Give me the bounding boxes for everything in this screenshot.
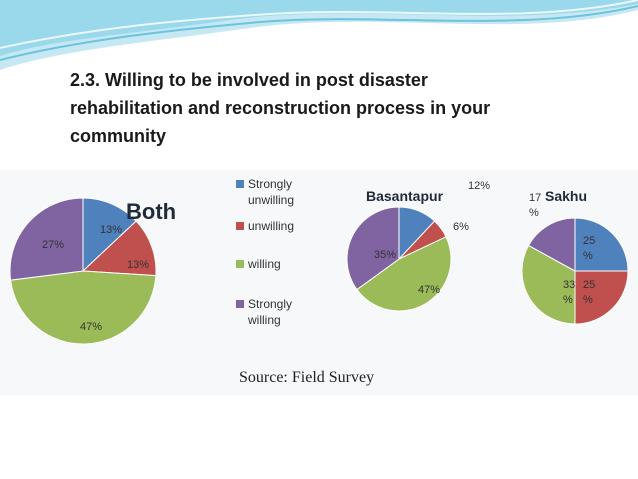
slice-label-sakhu-strongly-unwilling: 25 — [583, 235, 595, 247]
slice-label-sakhu-unwilling: 25 — [583, 279, 595, 291]
title-line-2: rehabilitation and reconstruction proces… — [70, 98, 491, 118]
legend-label: willing — [247, 313, 281, 327]
legend-swatch — [236, 222, 244, 230]
legend-label: willing — [247, 257, 281, 271]
chart-title-sakhu: Sakhu — [545, 188, 587, 204]
slice-label-both-willing: 47% — [80, 321, 102, 333]
slice-label-both-strongly-unwilling: 13% — [100, 224, 122, 236]
slice-label-sakhu-willing: % — [563, 294, 573, 306]
title-line-1: 2.3. Willing to be involved in post disa… — [70, 70, 428, 90]
legend-label: unwilling — [248, 193, 294, 207]
pie-slice-sakhu-willing — [521, 244, 576, 325]
pie-slice-basantapur-willing — [356, 236, 452, 312]
chart-title-basantapur: Basantapur — [366, 188, 444, 204]
slice-label-sakhu-strongly-willing: 17 — [529, 192, 541, 204]
slice-label-basantapur-strongly-willing: 35% — [374, 249, 396, 261]
slide-header-decoration — [0, 0, 638, 70]
legend-swatch — [236, 300, 244, 308]
pie-slice-sakhu-unwilling — [574, 270, 629, 325]
legend-label: Strongly — [248, 177, 292, 191]
pie-chart-basantapur: 12% 6% 47% 35% Basantapur — [346, 180, 490, 312]
chart-title-both: Both — [126, 199, 176, 224]
legend-swatch — [236, 180, 244, 188]
source-caption: Source: Field Survey — [239, 369, 375, 386]
chart-legend: Strongly unwilling unwilling willing Strongl… — [236, 177, 294, 327]
slice-label-basantapur-unwilling: 6% — [453, 221, 469, 233]
legend-label: Strongly — [248, 297, 292, 311]
pie-slice-both-strongly-unwilling — [82, 197, 137, 273]
pie-chart-both: 13% 13% 47% 27% Both — [9, 197, 176, 345]
pie-slice-basantapur-strongly-willing — [346, 206, 400, 291]
slice-label-sakhu-willing: 33 — [563, 279, 575, 291]
slice-label-sakhu-unwilling: % — [583, 294, 593, 306]
slice-label-sakhu-strongly-willing: % — [529, 207, 539, 219]
legend-label: unwilling — [248, 219, 294, 233]
slice-label-basantapur-strongly-unwilling: 12% — [468, 180, 490, 192]
pie-slice-both-unwilling — [81, 220, 157, 277]
pie-slice-sakhu-strongly-willing — [527, 217, 576, 272]
pie-chart-sakhu: 25% 25% 33% 17% Sakhu — [521, 188, 629, 325]
slice-label-sakhu-strongly-unwilling: % — [583, 250, 593, 262]
legend-swatch — [236, 260, 244, 268]
title-line-3: community — [70, 126, 167, 146]
slide-title: 2.3. Willing to be involved in post disa… — [70, 66, 590, 150]
slice-label-basantapur-willing: 47% — [418, 284, 440, 296]
pie-slice-sakhu-strongly-unwilling — [574, 217, 629, 272]
pie-slice-both-willing — [10, 270, 157, 345]
pie-slice-both-strongly-willing — [9, 197, 84, 281]
slice-label-both-strongly-willing: 27% — [42, 239, 64, 251]
slice-label-both-unwilling: 13% — [127, 259, 149, 271]
